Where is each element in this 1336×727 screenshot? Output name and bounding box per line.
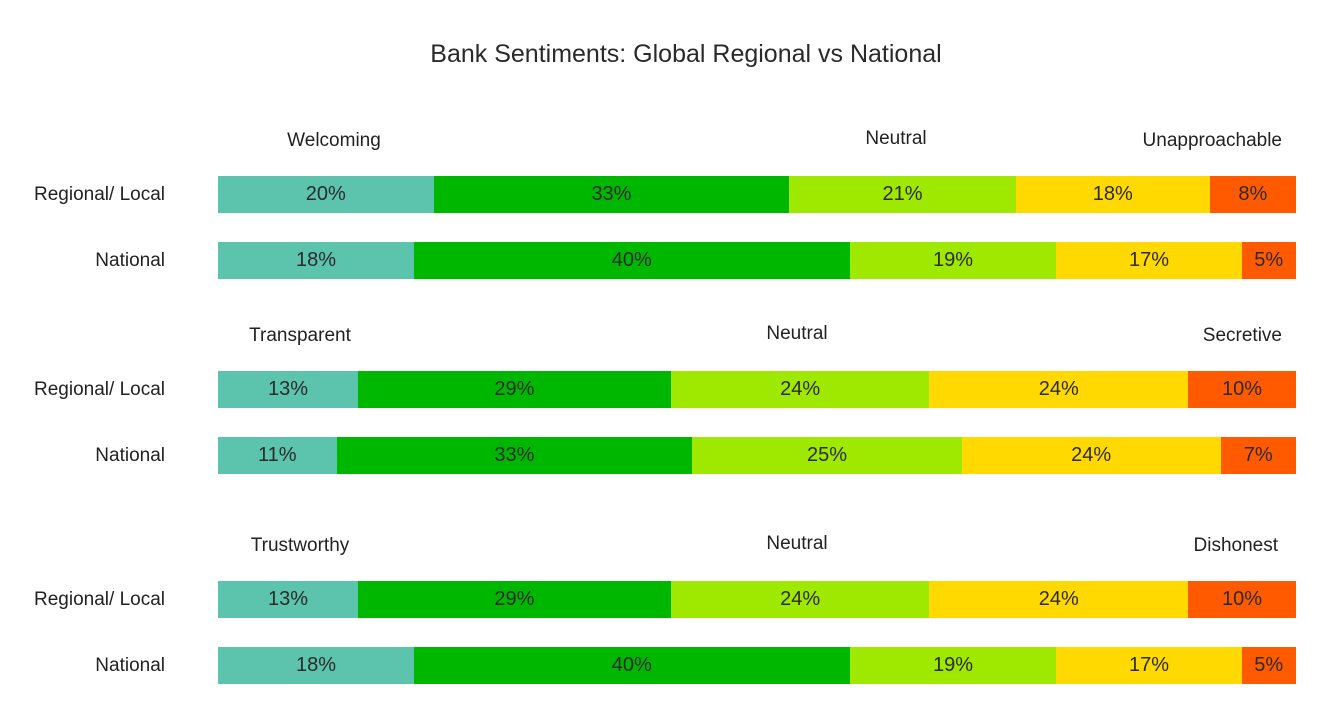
chart-panel: Trustworthy Neutral Dishonest Regional/ Loc… xyxy=(0,533,1336,725)
scale-label-right: Secretive xyxy=(1202,325,1282,346)
bar-segment: 10% xyxy=(1188,581,1296,618)
bar-segment: 5% xyxy=(1241,242,1296,279)
bar-segment: 20% xyxy=(218,176,434,213)
stacked-bar: 13% 29% 24% 24% 10% xyxy=(218,581,1296,618)
bar-segment: 13% xyxy=(218,371,359,408)
bar-segment: 11% xyxy=(218,437,337,474)
scale-label-left: Trustworthy xyxy=(250,535,350,556)
chart-title: Bank Sentiments: Global Regional vs Nati… xyxy=(430,40,942,68)
bar-segment: 10% xyxy=(1188,371,1296,408)
bar-segment: 13% xyxy=(218,581,359,618)
chart-panel: Welcoming Neutral Unapproachable Regional/ … xyxy=(0,128,1336,320)
bar-segment: 19% xyxy=(849,242,1057,279)
bar-segment: 29% xyxy=(358,371,671,408)
bar-segment: 18% xyxy=(218,647,414,684)
bar-segment: 33% xyxy=(336,437,693,474)
stacked-bar: 18% 40% 19% 17% 5% xyxy=(218,242,1296,279)
row-label: National xyxy=(95,445,165,466)
bar-segment: 33% xyxy=(433,176,790,213)
scale-label-left: Welcoming xyxy=(287,130,381,151)
scale-label-middle: Neutral xyxy=(865,128,927,149)
bar-segment: 7% xyxy=(1220,437,1296,474)
bar-segment: 29% xyxy=(358,581,671,618)
scale-label-left: Transparent xyxy=(249,325,351,346)
bar-segment: 24% xyxy=(670,581,930,618)
bar-segment: 25% xyxy=(692,437,962,474)
bar-segment: 24% xyxy=(929,371,1189,408)
bar-segment: 18% xyxy=(1015,176,1210,213)
bar-segment: 40% xyxy=(414,647,850,684)
bar-segment: 8% xyxy=(1209,176,1296,213)
row-label: National xyxy=(95,250,165,271)
bar-segment: 24% xyxy=(929,581,1189,618)
bar-segment: 40% xyxy=(414,242,850,279)
bar-segment: 24% xyxy=(670,371,930,408)
row-label: Regional/ Local xyxy=(34,589,165,610)
bar-segment: 19% xyxy=(849,647,1057,684)
stacked-bar: 13% 29% 24% 24% 10% xyxy=(218,371,1296,408)
bar-segment: 17% xyxy=(1056,647,1242,684)
bar-segment: 18% xyxy=(218,242,414,279)
bar-segment: 17% xyxy=(1056,242,1242,279)
bar-segment: 5% xyxy=(1241,647,1296,684)
row-label: National xyxy=(95,655,165,676)
chart-panel: Transparent Neutral Secretive Regional/ Loc… xyxy=(0,323,1336,515)
row-label: Regional/ Local xyxy=(34,379,165,400)
scale-label-right: Unapproachable xyxy=(1142,130,1282,151)
stacked-bar: 20% 33% 21% 18% 8% xyxy=(218,176,1296,213)
scale-label-middle: Neutral xyxy=(766,323,828,344)
row-label: Regional/ Local xyxy=(34,184,165,205)
stacked-bar: 18% 40% 19% 17% 5% xyxy=(218,647,1296,684)
stacked-bar: 11% 33% 25% 24% 7% xyxy=(218,437,1296,474)
bar-segment: 24% xyxy=(961,437,1221,474)
scale-label-right: Dishonest xyxy=(1193,535,1279,556)
scale-label-middle: Neutral xyxy=(766,533,828,554)
bar-segment: 21% xyxy=(789,176,1016,213)
